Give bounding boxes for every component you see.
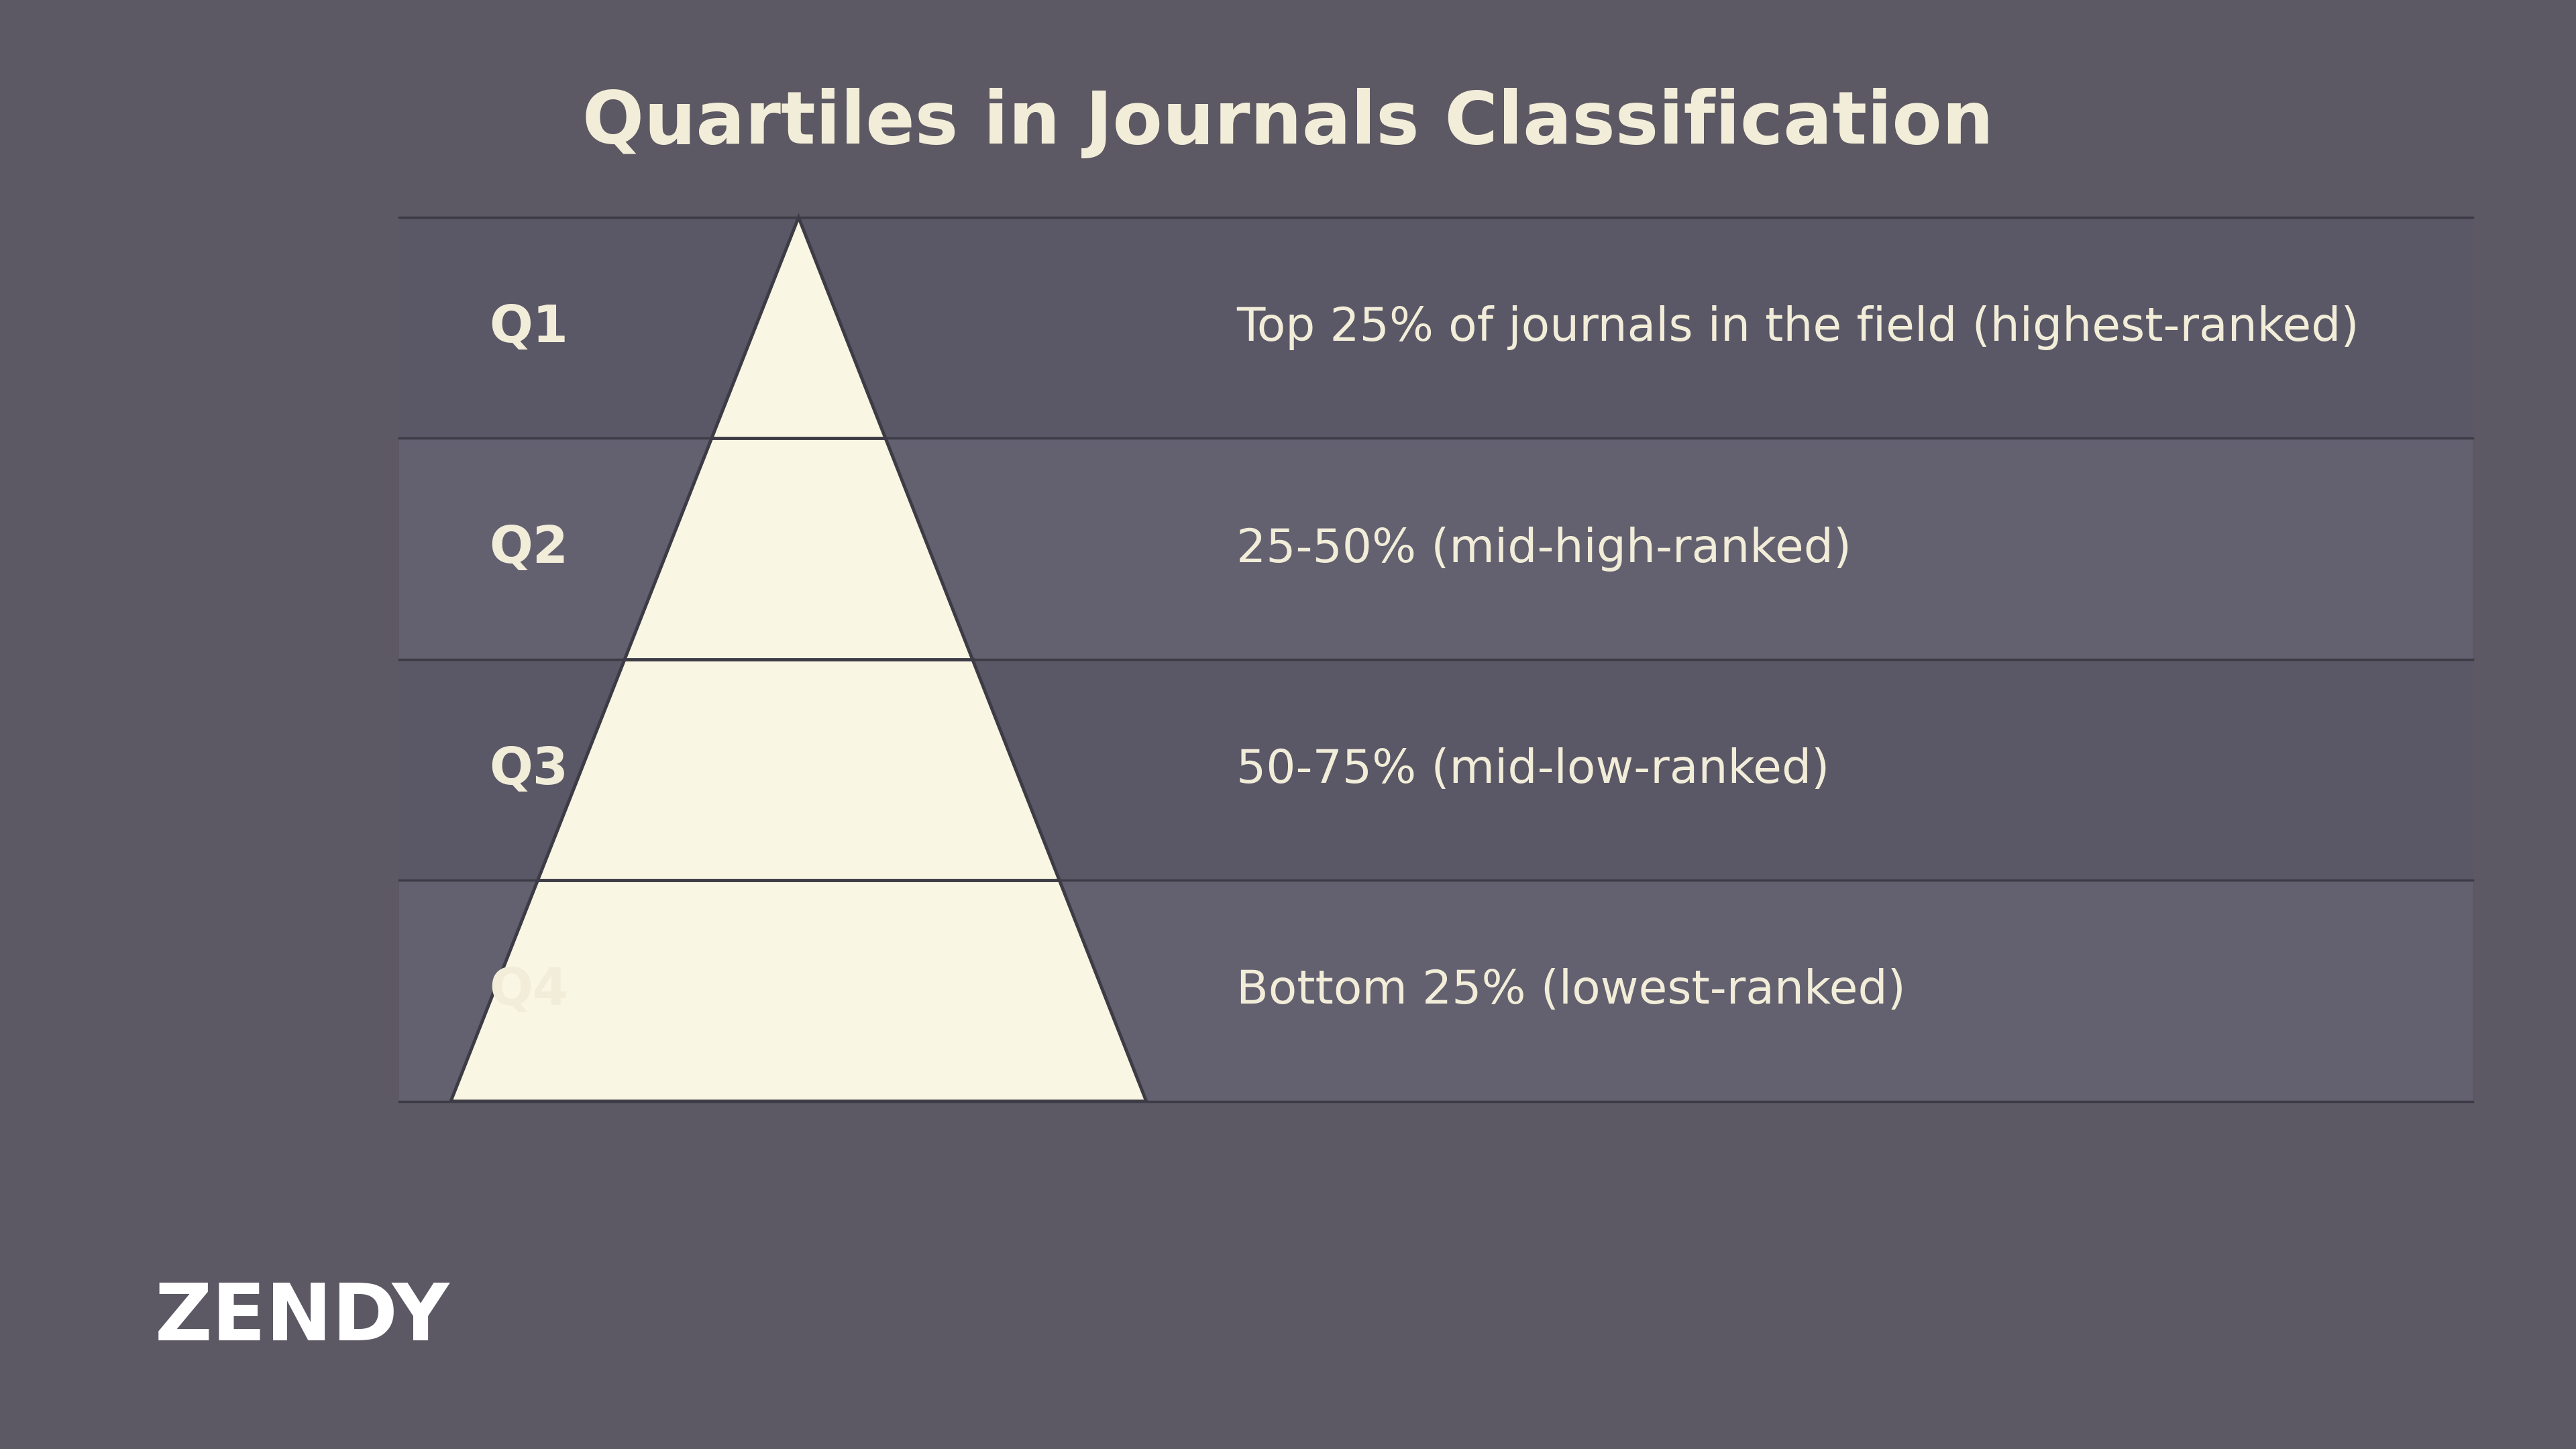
Text: Bottom 25% (lowest-ranked): Bottom 25% (lowest-ranked) — [1236, 968, 1906, 1013]
Text: Quartiles in Journals Classification: Quartiles in Journals Classification — [582, 87, 1994, 159]
Text: Q4: Q4 — [489, 966, 569, 1016]
Bar — [399, 880, 2473, 1101]
Bar — [399, 659, 2473, 880]
Text: Top 25% of journals in the field (highest-ranked): Top 25% of journals in the field (highes… — [1236, 306, 2360, 351]
Text: ZENDY: ZENDY — [155, 1279, 451, 1358]
Text: 50-75% (mid-low-ranked): 50-75% (mid-low-ranked) — [1236, 748, 1829, 793]
Polygon shape — [451, 217, 1146, 1101]
Text: Q2: Q2 — [489, 525, 569, 574]
Text: Q1: Q1 — [489, 303, 569, 352]
Bar — [399, 217, 2473, 438]
Text: 25-50% (mid-high-ranked): 25-50% (mid-high-ranked) — [1236, 526, 1852, 571]
Bar — [399, 438, 2473, 659]
Text: Q3: Q3 — [489, 745, 569, 794]
